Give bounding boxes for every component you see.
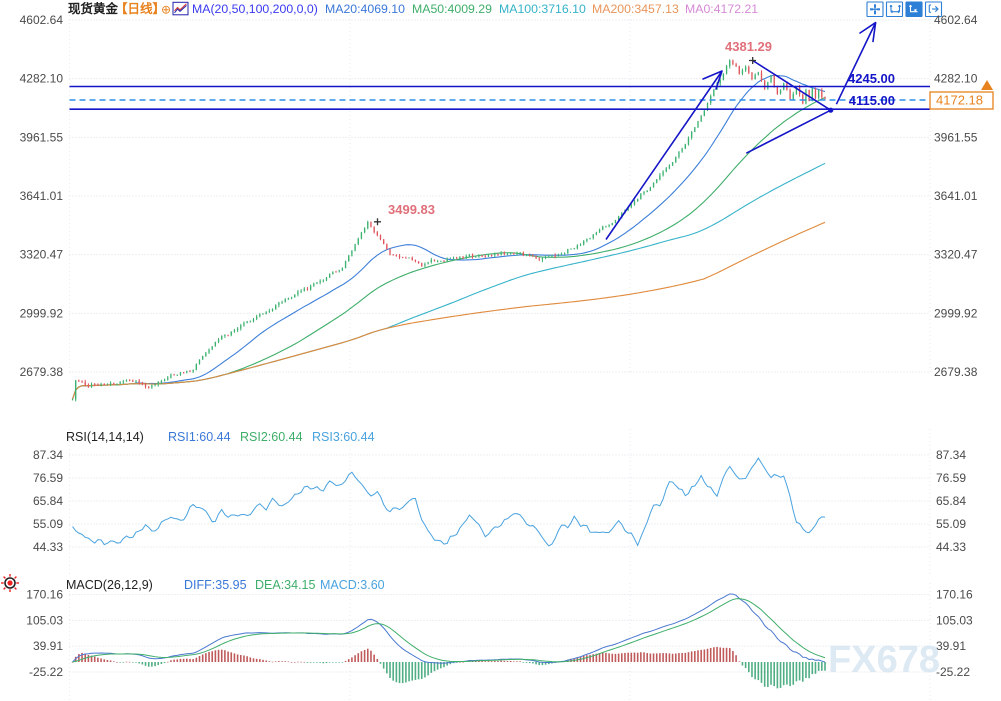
svg-text:65.84: 65.84	[33, 494, 63, 508]
svg-text:105.03: 105.03	[936, 613, 973, 627]
svg-text:⊕: ⊕	[161, 3, 171, 17]
svg-text:3320.47: 3320.47	[20, 248, 64, 262]
svg-text:RSI2:60.44: RSI2:60.44	[240, 430, 303, 444]
svg-text:4245.00: 4245.00	[848, 71, 895, 86]
svg-text:DEA:34.15: DEA:34.15	[255, 578, 316, 592]
svg-text:4115.00: 4115.00	[849, 93, 895, 108]
svg-text:39.91: 39.91	[33, 639, 63, 653]
svg-text:3320.47: 3320.47	[934, 248, 978, 262]
svg-text:4381.29: 4381.29	[725, 39, 772, 54]
svg-text:MA100:3716.10: MA100:3716.10	[499, 2, 586, 16]
svg-text:76.59: 76.59	[33, 471, 63, 485]
svg-text:4282.10: 4282.10	[20, 72, 64, 86]
svg-text:4602.64: 4602.64	[934, 13, 978, 27]
svg-text:4172.18: 4172.18	[936, 93, 983, 108]
svg-text:RSI3:60.44: RSI3:60.44	[312, 430, 375, 444]
svg-text:2999.92: 2999.92	[934, 306, 978, 320]
svg-text:【日线】: 【日线】	[115, 1, 165, 16]
svg-text:现货黄金: 现货黄金	[68, 1, 119, 16]
svg-text:170.16: 170.16	[26, 588, 63, 602]
svg-text:-25.22: -25.22	[29, 665, 63, 679]
svg-text:105.03: 105.03	[26, 613, 63, 627]
svg-text:-25.22: -25.22	[936, 665, 970, 679]
svg-text:RSI1:60.44: RSI1:60.44	[168, 430, 231, 444]
svg-text:MA50:4009.29: MA50:4009.29	[412, 2, 492, 16]
svg-text:4282.10: 4282.10	[934, 72, 978, 86]
svg-text:44.33: 44.33	[33, 540, 63, 554]
svg-text:MA(20,50,100,200,0,0): MA(20,50,100,200,0,0)	[192, 2, 318, 16]
svg-text:MA0:4172.21: MA0:4172.21	[685, 2, 758, 16]
svg-text:2999.92: 2999.92	[20, 306, 64, 320]
svg-text:2679.38: 2679.38	[20, 365, 64, 379]
svg-text:3961.55: 3961.55	[934, 130, 978, 144]
svg-text:DIFF:35.95: DIFF:35.95	[184, 578, 247, 592]
svg-text:76.59: 76.59	[936, 471, 966, 485]
svg-text:MA200:3457.13: MA200:3457.13	[592, 2, 679, 16]
svg-text:87.34: 87.34	[33, 448, 63, 462]
svg-text:2679.38: 2679.38	[934, 365, 978, 379]
svg-text:55.09: 55.09	[33, 517, 63, 531]
svg-text:RSI(14,14,14): RSI(14,14,14)	[66, 430, 144, 444]
svg-text:3499.83: 3499.83	[388, 202, 435, 217]
svg-text:55.09: 55.09	[936, 517, 966, 531]
svg-text:4602.64: 4602.64	[20, 13, 64, 27]
svg-text:MA20:4069.10: MA20:4069.10	[325, 2, 405, 16]
svg-text:FX678: FX678	[828, 639, 940, 681]
svg-text:MACD:3.60: MACD:3.60	[320, 578, 385, 592]
svg-text:3961.55: 3961.55	[20, 130, 64, 144]
svg-text:65.84: 65.84	[936, 494, 966, 508]
svg-text:170.16: 170.16	[936, 588, 973, 602]
svg-text:MACD(26,12,9): MACD(26,12,9)	[66, 578, 153, 592]
svg-text:39.91: 39.91	[936, 639, 966, 653]
svg-text:44.33: 44.33	[936, 540, 966, 554]
svg-text:87.34: 87.34	[936, 448, 966, 462]
svg-text:3641.01: 3641.01	[934, 189, 978, 203]
svg-text:3641.01: 3641.01	[20, 189, 64, 203]
